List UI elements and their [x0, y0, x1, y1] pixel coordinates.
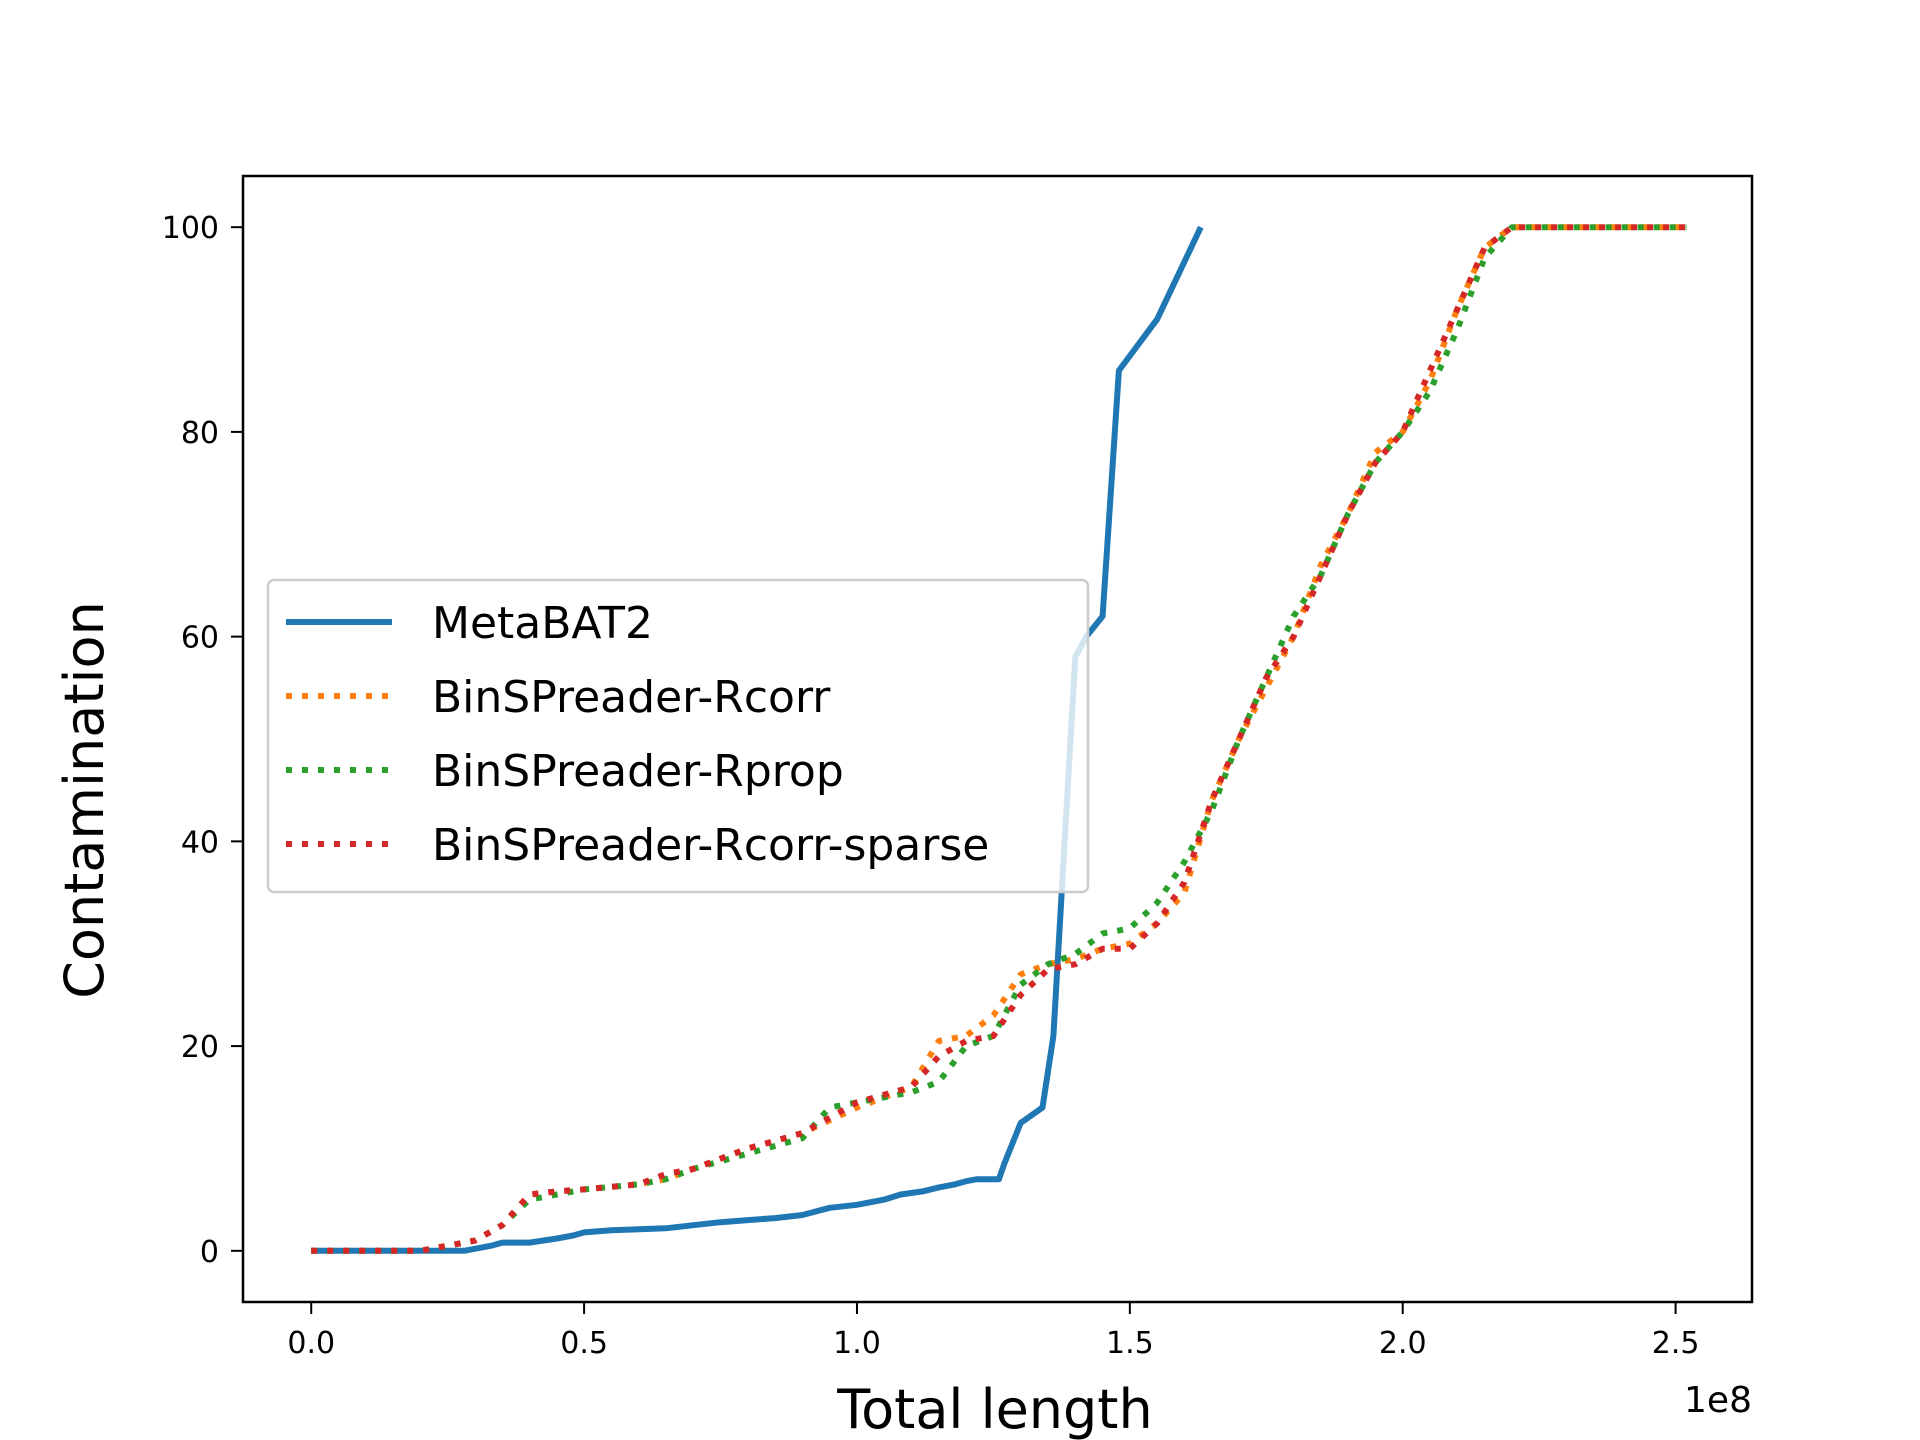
y-tick-label: 80: [181, 416, 219, 451]
x-axis: 0.0 0.5 1.0 1.5 2.0 2.5: [287, 1302, 1699, 1361]
y-axis: 0 20 40 60 80 100: [162, 211, 243, 1270]
y-tick-label: 0: [200, 1235, 219, 1270]
y-tick-label: 100: [162, 211, 219, 246]
y-axis-label: Contamination: [53, 601, 116, 999]
x-tick-label: 1.0: [833, 1326, 881, 1361]
x-axis-offset-label: 1e8: [1684, 1380, 1752, 1421]
plot-frame: [241, 174, 1754, 1304]
x-axis-label: Total length: [836, 1378, 1152, 1440]
x-tick-label: 1.5: [1106, 1326, 1154, 1361]
y-tick-label: 40: [181, 825, 219, 860]
legend-label: MetaBAT2: [432, 598, 653, 649]
x-tick-label: 0.5: [560, 1326, 608, 1361]
x-tick-label: 2.5: [1652, 1326, 1700, 1361]
series-line-metabat2: [311, 225, 1204, 1254]
legend: MetaBAT2 BinSPreader-Rcorr BinSPreader-Rpr…: [266, 578, 1090, 894]
legend-box: [266, 578, 1090, 894]
legend-label: BinSPreader-Rcorr: [432, 672, 831, 723]
y-tick-label: 20: [181, 1030, 219, 1065]
y-tick-label: 60: [181, 621, 219, 656]
series-layer: [311, 224, 1687, 1254]
series-line-binspreader-rprop: [311, 224, 1687, 1254]
x-tick-label: 0.0: [287, 1326, 335, 1361]
legend-label: BinSPreader-Rcorr-sparse: [432, 820, 989, 871]
x-tick-label: 2.0: [1379, 1326, 1427, 1361]
legend-label: BinSPreader-Rprop: [432, 746, 844, 797]
